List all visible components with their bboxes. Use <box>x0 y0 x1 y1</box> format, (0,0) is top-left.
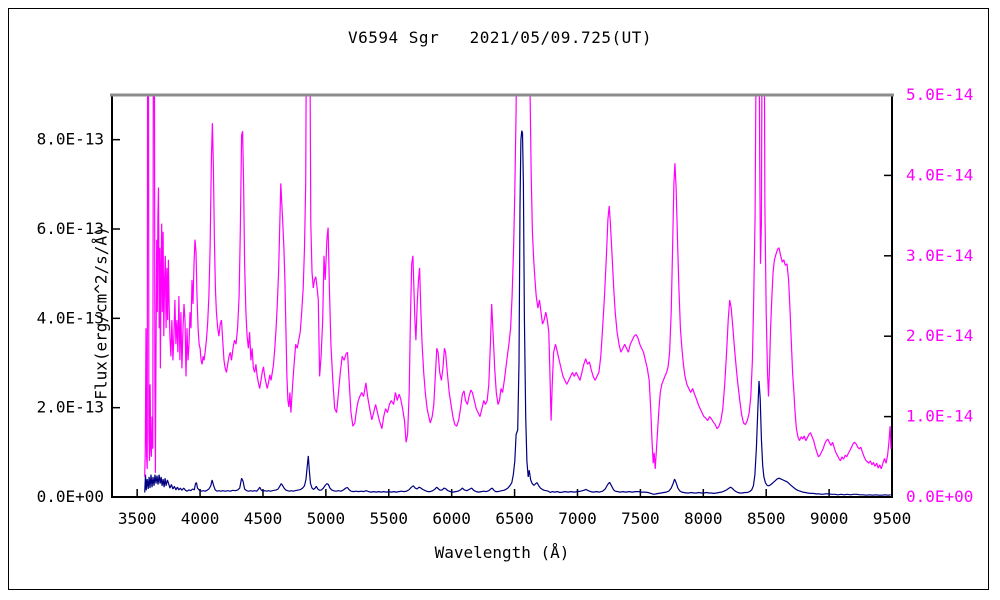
y-right-tick-label: 2.0E-14 <box>906 326 973 345</box>
plot-area-border <box>111 94 893 498</box>
figure-border <box>8 8 989 590</box>
x-axis-title: Wavelength (Å) <box>434 543 570 562</box>
x-tick-label: 4500 <box>244 509 283 528</box>
x-tick-label: 7500 <box>621 509 660 528</box>
x-tick-label: 5000 <box>307 509 346 528</box>
x-tick-label: 3500 <box>118 509 157 528</box>
x-tick-label: 5500 <box>370 509 409 528</box>
x-tick-label: 6500 <box>495 509 534 528</box>
x-tick-label: 8500 <box>747 509 786 528</box>
y-left-tick-label: 0.0E+00 <box>37 487 104 506</box>
y-right-tick-label: 3.0E-14 <box>906 246 973 265</box>
y-left-tick-label: 8.0E-13 <box>37 130 104 149</box>
x-tick-label: 7000 <box>558 509 597 528</box>
series-flux-calibrated-spectrum <box>144 130 891 496</box>
y-left-tick-label: 2.0E-13 <box>37 398 104 417</box>
y-right-tick-label: 1.0E-14 <box>906 407 973 426</box>
y-right-tick-label: 0.0E+00 <box>906 487 973 506</box>
x-tick-label: 9000 <box>810 509 849 528</box>
y-left-tick-label: 6.0E-13 <box>37 219 104 238</box>
y-left-tick-label: 4.0E-13 <box>37 308 104 327</box>
x-tick-label: 4000 <box>181 509 220 528</box>
x-tick-label: 6000 <box>432 509 471 528</box>
y-right-tick-label: 4.0E-14 <box>906 165 973 184</box>
y-right-tick-label: 5.0E-14 <box>906 85 973 104</box>
chart-title: V6594 Sgr 2021/05/09.725(UT) <box>348 28 652 47</box>
x-tick-label: 8000 <box>684 509 723 528</box>
x-tick-label: 9500 <box>873 509 912 528</box>
series-scaled-spectrum <box>144 95 892 477</box>
